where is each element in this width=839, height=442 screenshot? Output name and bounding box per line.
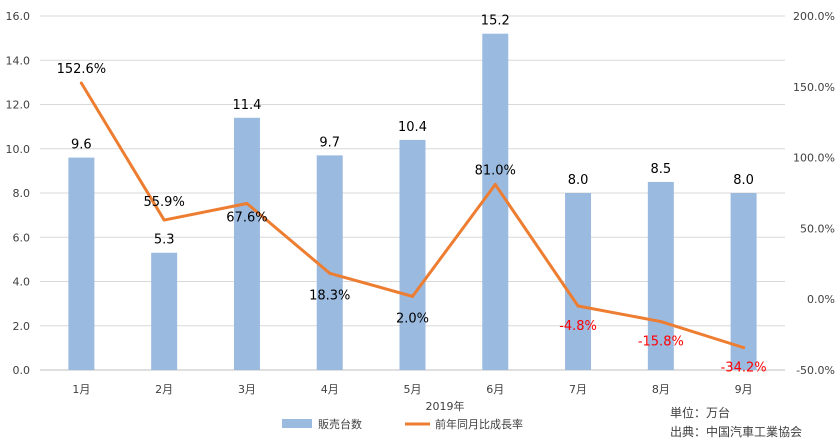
- bar-value-label: 9.7: [319, 135, 340, 150]
- bar: [730, 193, 757, 370]
- legend: 販売台数 前年同月比成長率: [282, 417, 523, 431]
- bar: [482, 33, 509, 370]
- left-axis-tick-label: 4.0: [13, 276, 31, 289]
- right-axis-tick-label: 50.0%: [800, 222, 835, 235]
- bar-series: [68, 33, 757, 371]
- right-axis-tick-label: 100.0%: [793, 152, 835, 165]
- line-series: [79, 81, 746, 350]
- left-axis-tick-label: 16.0: [6, 10, 31, 23]
- legend-label-bar: 販売台数: [318, 417, 362, 431]
- bar-value-label: 8.0: [733, 173, 754, 188]
- right-axis-ticks: -50.0% 0.0% 50.0% 100.0% 150.0% 200.0%: [793, 10, 835, 377]
- line-value-label: 18.3%: [309, 288, 350, 303]
- bar: [647, 181, 674, 370]
- line-value-label: 67.6%: [226, 210, 267, 225]
- line-value-label: 2.0%: [396, 311, 429, 326]
- bar-value-label: 15.2: [481, 14, 510, 29]
- x-axis-tick-label: 1月: [72, 383, 90, 396]
- line-point: [493, 183, 497, 187]
- x-axis-tick-label: 5月: [404, 383, 422, 396]
- line-value-label: -15.8%: [638, 335, 684, 350]
- left-axis-ticks: 0.0 2.0 4.0 6.0 8.0 10.0 12.0 14.0 16.0: [6, 10, 31, 377]
- line-value-label: 81.0%: [475, 164, 516, 179]
- left-axis-tick-label: 10.0: [6, 143, 31, 156]
- bar: [151, 252, 178, 370]
- line-point: [245, 201, 249, 205]
- bar-value-label: 11.4: [232, 98, 261, 113]
- line-value-label: -34.2%: [721, 361, 767, 376]
- bar: [233, 117, 260, 371]
- data-labels: 9.6 5.3 11.4 9.7 10.4 15.2 8.0 8.5 8.0 152.6% 55.9…: [57, 14, 767, 376]
- x-axis-tick-label: 9月: [735, 383, 753, 396]
- right-axis-tick-label: 0.0%: [807, 293, 835, 306]
- left-axis-tick-label: 6.0: [13, 231, 31, 244]
- bar: [316, 155, 343, 370]
- bar: [399, 139, 426, 370]
- bar: [68, 157, 95, 370]
- right-axis-tick-label: 150.0%: [793, 81, 835, 94]
- line-point: [328, 271, 332, 275]
- x-axis-tick-label: 6月: [486, 383, 504, 396]
- line-point: [659, 320, 663, 324]
- x-axis-label: 2019年: [426, 399, 465, 413]
- source-note: 出典：中国汽車工業協会: [670, 424, 802, 439]
- x-axis-tick-label: 2月: [155, 383, 173, 396]
- left-axis-tick-label: 14.0: [6, 54, 31, 67]
- x-axis-tick-label: 4月: [321, 383, 339, 396]
- x-axis-tick-label: 3月: [238, 383, 256, 396]
- line-point: [576, 304, 580, 308]
- line-point: [742, 346, 746, 350]
- line-point: [79, 81, 83, 85]
- left-axis-tick-label: 0.0: [13, 364, 31, 377]
- unit-note: 単位：万台: [670, 405, 730, 420]
- bar-value-label: 5.3: [154, 233, 175, 248]
- right-axis-tick-label: -50.0%: [796, 364, 835, 377]
- line-point: [411, 294, 414, 298]
- legend-label-line: 前年同月比成長率: [435, 417, 523, 431]
- bar-value-label: 10.4: [398, 120, 427, 135]
- x-axis-ticks: 1月 2月 3月 4月 5月 6月 7月 8月 9月: [72, 383, 752, 396]
- bar-value-label: 8.0: [568, 173, 589, 188]
- right-axis-tick-label: 200.0%: [793, 10, 835, 23]
- left-axis-tick-label: 2.0: [13, 320, 31, 333]
- line-value-label: -4.8%: [559, 319, 597, 334]
- left-axis-tick-label: 8.0: [13, 187, 31, 200]
- x-axis-tick-label: 8月: [652, 383, 670, 396]
- bar-value-label: 9.6: [71, 138, 92, 153]
- bar-value-label: 8.5: [650, 162, 671, 177]
- x-axis-tick-label: 7月: [569, 383, 587, 396]
- line-point: [162, 218, 166, 222]
- line-value-label: 55.9%: [144, 195, 185, 210]
- left-axis-tick-label: 12.0: [6, 99, 31, 112]
- legend-swatch-bar: [282, 419, 312, 428]
- line-value-label: 152.6%: [57, 62, 107, 77]
- bar: [565, 193, 592, 370]
